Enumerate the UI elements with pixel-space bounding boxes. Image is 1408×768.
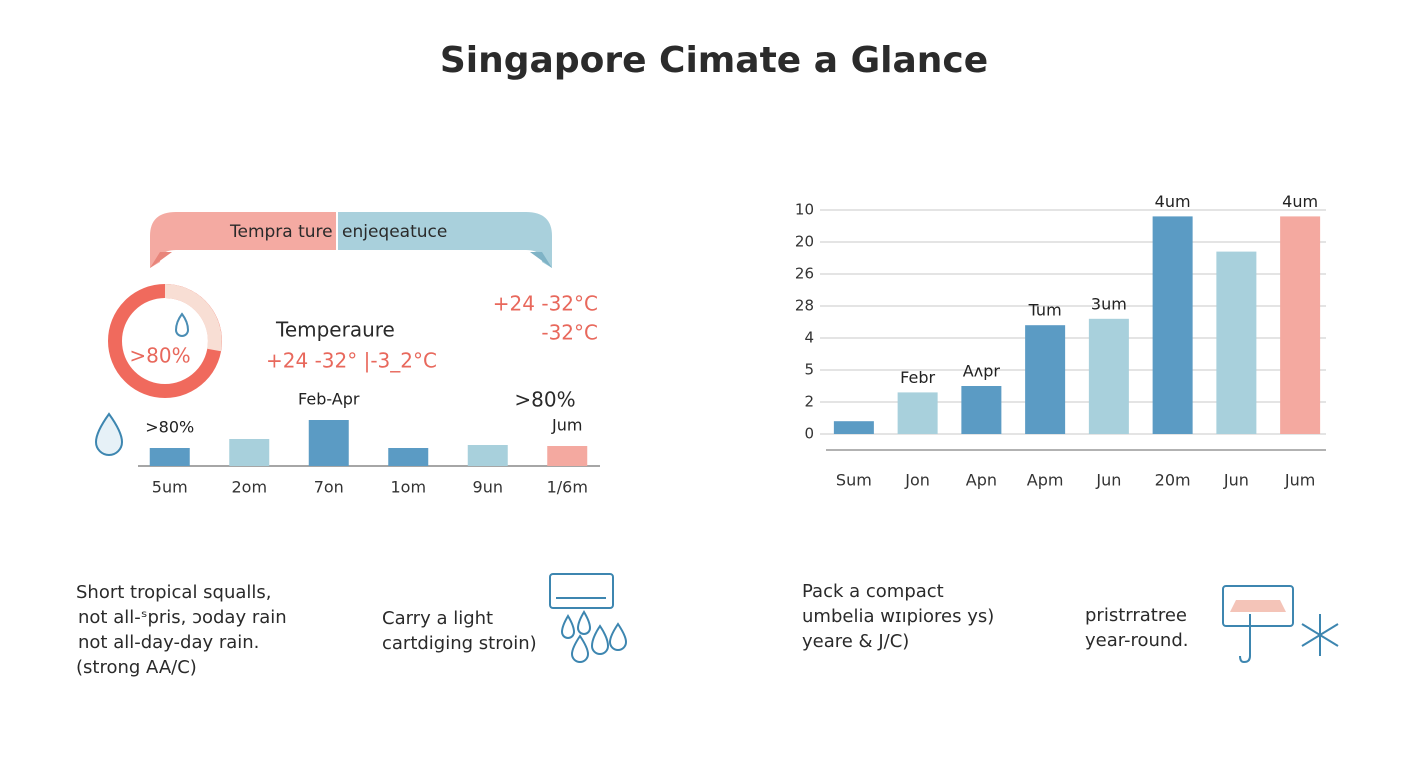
panel-heading: Temperaure <box>275 318 395 342</box>
x-tick-label: Sum <box>836 471 872 490</box>
range-right: -32°C <box>541 321 598 345</box>
x-tick-label: 1om <box>390 478 426 497</box>
x-tick-label: Apn <box>966 471 997 490</box>
range-right: +24 -32°C <box>493 292 598 316</box>
banner-left: Tempra ture <box>229 222 333 242</box>
y-tick-label: 10 <box>795 201 814 219</box>
bar <box>833 421 874 434</box>
bar <box>308 420 349 466</box>
bar <box>1216 251 1257 434</box>
tip-text: pristrratree <box>1085 605 1187 626</box>
bar-label: 4um <box>1155 192 1191 211</box>
tip-text: Pack a compact <box>802 581 944 602</box>
y-tick-label: 26 <box>795 265 814 283</box>
humidity-note: >80% <box>514 388 575 412</box>
drop-icon <box>94 412 124 456</box>
x-tick-label: Jon <box>904 471 930 490</box>
y-tick-label: 20 <box>795 233 814 251</box>
bar <box>961 386 1002 434</box>
x-tick-label: Jum <box>1284 471 1315 490</box>
bar <box>1025 325 1066 434</box>
page-title: Singapore Cimate a Glance <box>440 40 988 81</box>
bar-label: 4um <box>1282 192 1318 211</box>
x-tick-label: 2om <box>231 478 267 497</box>
y-tick-label: 4 <box>804 329 814 347</box>
bar-label: Tum <box>1028 301 1062 320</box>
x-tick-label: 9un <box>473 478 503 497</box>
tip-text: cartdiging stroin) <box>382 633 537 654</box>
bar <box>149 448 190 466</box>
bar <box>897 392 938 434</box>
tip-text: Short tropical squalls, <box>76 582 272 603</box>
donut-label: >80% <box>129 344 190 368</box>
bar-label: Feb-Apr <box>298 390 360 409</box>
bar-label: Febr <box>900 368 935 387</box>
bar <box>1088 318 1129 434</box>
bar <box>388 448 429 466</box>
tip-text: not all-day-day rain. <box>78 632 259 653</box>
x-tick-label: 20m <box>1155 471 1191 490</box>
bar-label: >80% <box>145 418 194 437</box>
bar <box>229 439 270 466</box>
x-tick-label: 5um <box>152 478 188 497</box>
bar <box>547 446 588 466</box>
tip-text: year-round. <box>1085 630 1188 651</box>
ac-rain-icon <box>549 573 628 663</box>
range-left: +24 -32° |-3_2°C <box>266 349 437 373</box>
bar-label: Jum <box>551 416 582 435</box>
tip-text: umbelia wɪıpiores ys) <box>802 606 994 627</box>
bar <box>1280 216 1321 434</box>
x-tick-label: Jun <box>1095 471 1121 490</box>
tip-text: not all-ˢpris, ɔoday rain <box>78 607 287 628</box>
y-tick-label: 28 <box>795 297 814 315</box>
tip-text: yeare & J/C) <box>802 631 909 652</box>
donut: >80% <box>108 284 222 398</box>
x-tick-label: Apm <box>1027 471 1064 490</box>
banner: Tempra ture enjeqeatuce <box>150 212 552 268</box>
bar <box>467 445 508 466</box>
tip-text: (strong AA/C) <box>76 657 197 678</box>
tip-text: Carry a light <box>382 608 493 629</box>
x-tick-label: Jun <box>1223 471 1249 490</box>
x-tick-label: 7on <box>314 478 344 497</box>
bar-label: Aʌpr <box>963 362 1001 381</box>
y-tick-label: 5 <box>804 361 814 379</box>
bar <box>1152 216 1193 434</box>
umbrella-ac-icon <box>1222 585 1339 664</box>
x-tick-label: 1/6m <box>547 478 588 497</box>
y-tick-label: 0 <box>804 425 814 443</box>
bar-label: 3um <box>1091 294 1127 313</box>
y-tick-label: 2 <box>804 393 814 411</box>
banner-right: enjeqeatuce <box>342 222 447 242</box>
